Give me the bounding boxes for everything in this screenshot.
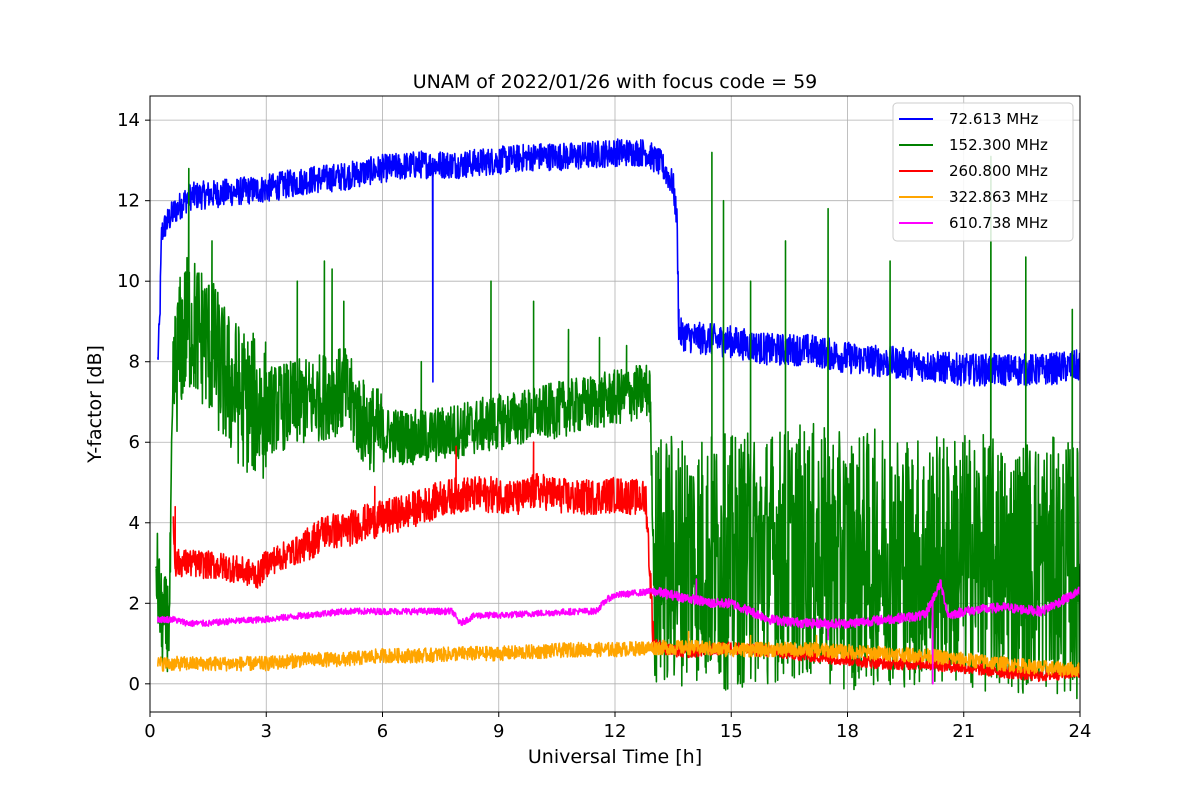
series-line-4 xyxy=(157,630,1080,677)
series-line-2 xyxy=(155,151,1080,700)
x-tick-label: 0 xyxy=(144,721,155,742)
legend-label: 322.863 MHz xyxy=(949,188,1048,206)
series-line-5 xyxy=(157,578,1080,685)
legend-label: 72.613 MHz xyxy=(949,110,1038,128)
x-tick-label: 15 xyxy=(720,721,743,742)
x-tick-label: 12 xyxy=(604,721,627,742)
chart-title: UNAM of 2022/01/26 with focus code = 59 xyxy=(413,71,818,93)
x-tick-label: 6 xyxy=(377,721,388,742)
y-tick-label: 10 xyxy=(117,271,140,292)
x-tick-label: 18 xyxy=(836,721,859,742)
legend-label: 260.800 MHz xyxy=(949,162,1048,180)
x-tick-label: 3 xyxy=(261,721,272,742)
y-tick-label: 0 xyxy=(129,674,140,695)
x-tick-label: 9 xyxy=(493,721,504,742)
legend-box xyxy=(892,102,1074,242)
x-tick-label: 24 xyxy=(1069,721,1092,742)
y-tick-label: 8 xyxy=(129,352,140,373)
y-tick-label: 4 xyxy=(129,513,140,534)
y-tick-label: 6 xyxy=(129,432,140,453)
series-line-3 xyxy=(172,441,1080,683)
y-tick-label: 12 xyxy=(117,191,140,212)
series-line-1 xyxy=(157,138,1080,387)
x-axis-label: Universal Time [h] xyxy=(528,746,702,768)
y-axis: 0 2 4 6 8 10 12 14 xyxy=(117,110,150,695)
series-layer xyxy=(155,138,1080,700)
legend-label: 152.300 MHz xyxy=(949,136,1048,154)
x-axis: 0 3 6 9 12 15 18 21 24 xyxy=(144,712,1091,742)
legend-label: 610.738 MHz xyxy=(949,214,1048,232)
y-tick-label: 14 xyxy=(117,110,140,131)
x-tick-label: 21 xyxy=(952,721,975,742)
legend: 72.613 MHz 152.300 MHz 260.800 MHz 322.863 … xyxy=(892,102,1074,242)
y-tick-label: 2 xyxy=(129,593,140,614)
y-axis-label: Y-factor [dB] xyxy=(84,345,106,464)
